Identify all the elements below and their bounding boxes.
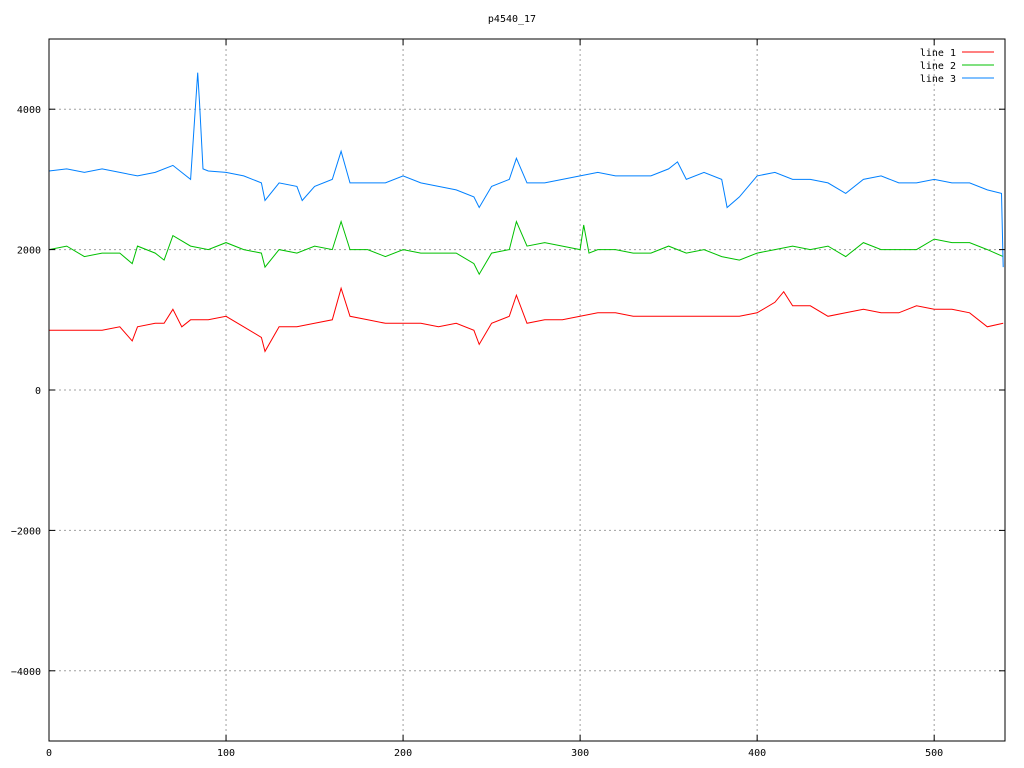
x-tick-label: 300 (571, 748, 589, 759)
plot-border (48, 38, 1006, 742)
x-tick-label: 500 (925, 748, 943, 759)
y-tick-label: −4000 (11, 667, 41, 678)
x-tick-label: 0 (46, 748, 52, 759)
legend-label: line 3 (920, 74, 956, 85)
y-tick-label: 2000 (17, 246, 41, 257)
legend-label: line 1 (920, 48, 956, 59)
legend-label: line 2 (920, 61, 956, 72)
x-tick-label: 100 (217, 748, 235, 759)
y-tick-label: 0 (35, 386, 41, 397)
y-tick-label: 4000 (17, 105, 41, 116)
series-line-3 (48, 72, 1004, 268)
y-tick-label: −2000 (11, 526, 41, 537)
series-line-1 (49, 286, 1004, 353)
x-tick-label: 400 (748, 748, 766, 759)
x-tick-label: 200 (394, 748, 412, 759)
chart-title: p4540_17 (488, 14, 536, 25)
legend: line 1 line 2 line 3 (920, 48, 994, 85)
series-line-2 (48, 219, 1004, 276)
